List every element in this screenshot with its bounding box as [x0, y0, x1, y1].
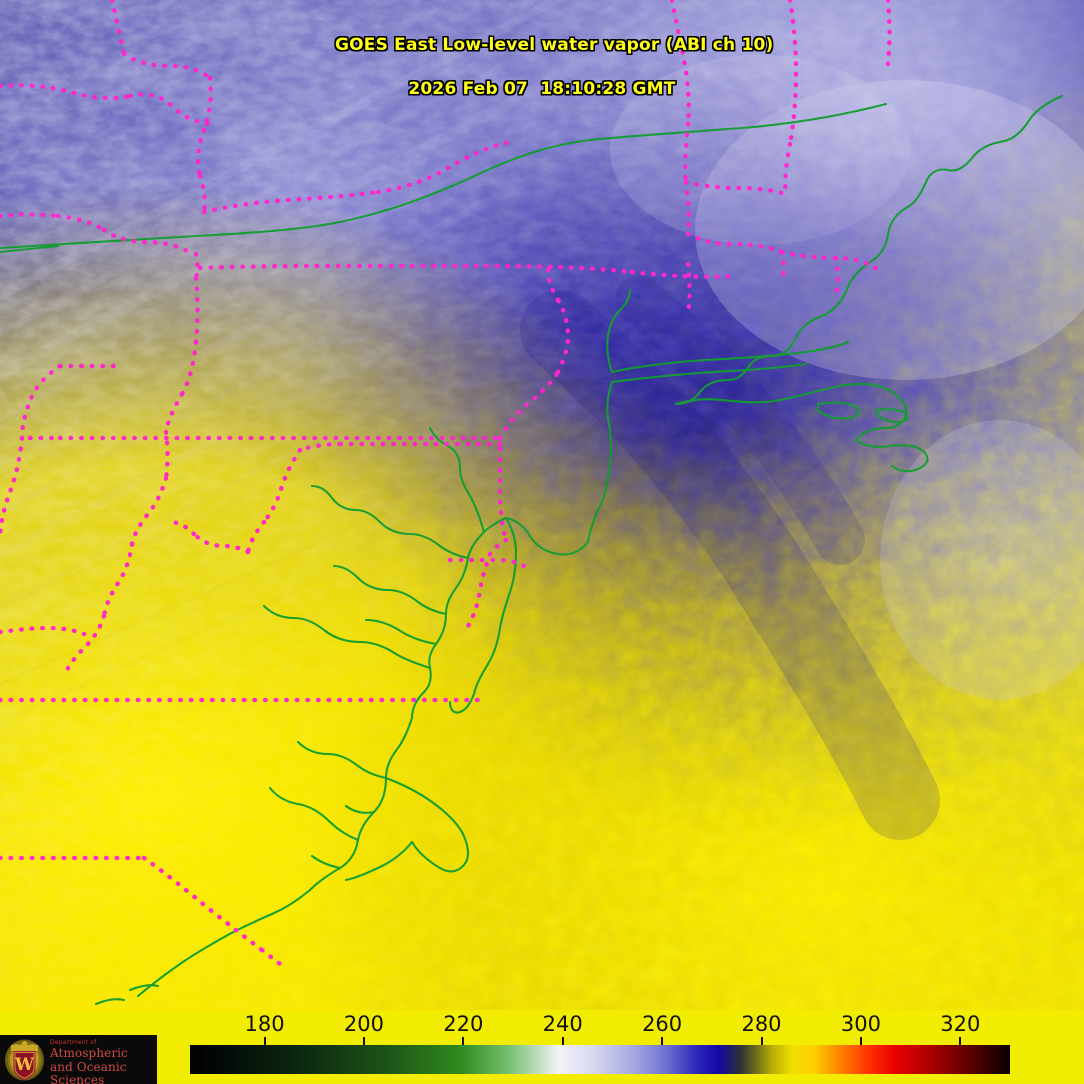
colorbar-tick-label-220: 220 — [443, 1012, 484, 1036]
colorbar-tick-mark-300 — [859, 1037, 862, 1045]
uw-crest-icon: W — [5, 1039, 44, 1081]
colorbar-tick-label-320: 320 — [940, 1012, 981, 1036]
satellite-water-vapor-image — [0, 0, 1084, 1010]
temperature-colorbar — [190, 1045, 1010, 1074]
colorbar-tick-mark-200 — [362, 1037, 365, 1045]
colorbar-tick-label-200: 200 — [343, 1012, 384, 1036]
colorbar-tick-mark-180 — [263, 1037, 266, 1045]
logo-text-block: Department of Atmospheric and Oceanic Sc… — [50, 1039, 154, 1084]
colorbar-tick-label-280: 280 — [741, 1012, 782, 1036]
uw-aos-logo: W Department of Atmospheric and Oceanic … — [0, 1035, 157, 1084]
colorbar-tick-mark-220 — [462, 1037, 465, 1045]
colorbar-tick-label-260: 260 — [642, 1012, 683, 1036]
colorbar-tick-mark-280 — [760, 1037, 763, 1045]
svg-text:W: W — [14, 1055, 35, 1075]
colorbar-tick-label-300: 300 — [840, 1012, 881, 1036]
colorbar-tick-mark-320 — [959, 1037, 962, 1045]
colorbar-tick-labels: 180 200 220 240 260 280 300 320 — [0, 1010, 1084, 1045]
logo-line-oceanic: and Oceanic Sciences — [50, 1059, 127, 1084]
colorbar-tick-label-180: 180 — [244, 1012, 285, 1036]
logo-department-label: Department of — [50, 1039, 97, 1046]
colorbar-tick-mark-240 — [561, 1037, 564, 1045]
colorbar-tick-mark-260 — [661, 1037, 664, 1045]
colorbar-tick-label-240: 240 — [542, 1012, 583, 1036]
logo-line-atmospheric: Atmospheric — [50, 1046, 128, 1060]
water-vapor-raster — [0, 0, 1084, 1010]
